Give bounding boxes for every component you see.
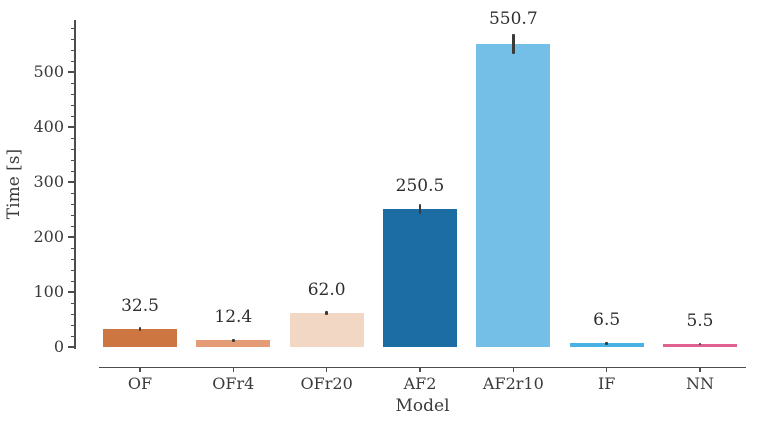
bar-OFr4 [196, 340, 271, 347]
y-minor-tick [70, 49, 74, 51]
x-tick-NN [699, 367, 701, 372]
y-minor-tick [70, 137, 74, 139]
y-minor-tick [70, 324, 74, 326]
y-axis-spine [74, 20, 76, 349]
x-tick-label-IF: IF [597, 374, 616, 393]
value-label-OFr20: 62.0 [307, 279, 346, 300]
x-axis-line [99, 367, 746, 369]
y-tick-label: 500 [33, 62, 64, 81]
value-label-NN: 5.5 [686, 310, 714, 331]
x-tick-OF [139, 367, 141, 372]
x-tick-OFr4 [232, 367, 235, 372]
y-minor-tick [70, 269, 74, 271]
y-minor-tick [70, 192, 74, 194]
y-minor-tick [70, 313, 74, 315]
y-minor-tick [70, 104, 74, 106]
value-label-IF: 6.5 [593, 310, 621, 331]
y-minor-tick [70, 302, 74, 304]
y-minor-tick [70, 82, 74, 84]
error-bar-AF2 [418, 204, 422, 215]
bar-OFr20 [289, 312, 364, 347]
y-minor-tick [70, 335, 74, 337]
value-label-OF: 32.5 [121, 296, 159, 317]
x-tick-IF [605, 367, 608, 372]
bar-NN [662, 343, 737, 347]
y-minor-tick [70, 60, 74, 62]
error-bar-AF2r10 [512, 34, 515, 54]
y-tick-label: 400 [33, 117, 64, 136]
x-tick-label-AF2: AF2 [403, 374, 437, 393]
y-minor-tick [70, 214, 74, 216]
y-minor-tick [70, 93, 74, 95]
value-label-AF2r10: 550.7 [488, 9, 538, 30]
y-tick-label: 0 [53, 337, 64, 356]
x-tick-label-OFr20: OFr20 [300, 374, 353, 393]
y-major-tick [68, 181, 74, 183]
x-tick-AF2r10 [512, 367, 515, 372]
y-minor-tick [70, 258, 74, 260]
x-tick-label-AF2r10: AF2r10 [482, 374, 544, 393]
y-minor-tick [70, 27, 74, 29]
x-tick-OFr20 [325, 367, 328, 372]
error-bar-OFr4 [232, 338, 235, 342]
x-axis-title: Model [395, 396, 450, 416]
x-tick-AF2 [419, 367, 421, 372]
error-bar-IF [605, 342, 608, 345]
y-minor-tick [70, 38, 74, 40]
x-tick-label-NN: NN [685, 374, 714, 393]
error-bar-OFr20 [325, 310, 328, 316]
error-bar-NN [698, 342, 702, 346]
y-tick-label: 300 [33, 172, 64, 191]
y-minor-tick [70, 280, 74, 282]
bar-AF2r10 [476, 44, 551, 347]
y-minor-tick [70, 247, 74, 249]
bar-IF [569, 343, 644, 347]
y-minor-tick [70, 203, 74, 205]
y-minor-tick [70, 148, 74, 150]
y-major-tick [68, 71, 74, 73]
value-label-AF2: 250.5 [395, 176, 445, 197]
y-major-tick [68, 126, 74, 128]
y-minor-tick [70, 115, 74, 117]
x-tick-label-OF: OF [127, 374, 153, 393]
x-tick-label-OFr4: OFr4 [212, 374, 255, 393]
y-tick-label: 200 [33, 227, 64, 246]
y-major-tick [68, 346, 74, 348]
y-major-tick [68, 236, 74, 238]
bar-AF2 [382, 209, 457, 347]
bar-OF [103, 329, 177, 347]
y-minor-tick [70, 225, 74, 227]
value-label-OFr4: 12.4 [214, 307, 253, 328]
y-minor-tick [70, 159, 74, 161]
y-tick-label: 100 [33, 282, 64, 301]
error-bar-OF [138, 326, 142, 332]
y-minor-tick [70, 170, 74, 172]
y-major-tick [68, 291, 74, 293]
